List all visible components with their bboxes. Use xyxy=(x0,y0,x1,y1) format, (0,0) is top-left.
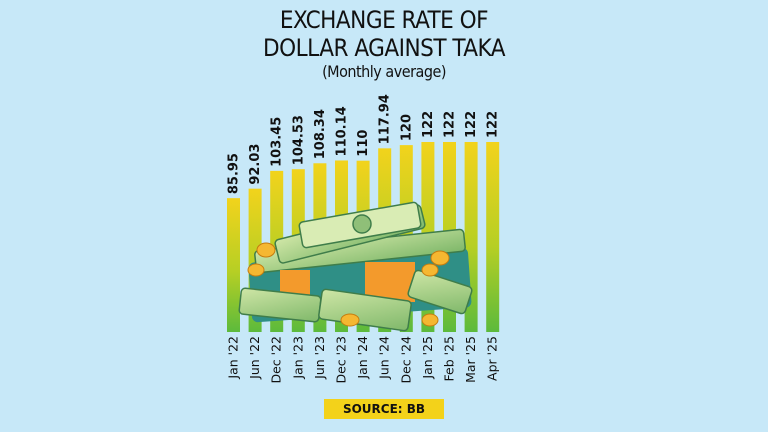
bar-value-label: 110.14 xyxy=(335,106,350,156)
bar-value-label: 92.03 xyxy=(248,144,263,185)
category-label: Jan '22 xyxy=(226,336,241,380)
bar-value-label: 122 xyxy=(464,111,479,138)
category-label: Mar '25 xyxy=(463,336,478,383)
bar-value-label: 120 xyxy=(399,114,414,141)
bar xyxy=(227,198,240,332)
category-label: Dec '23 xyxy=(334,336,349,384)
bar-value-label: 117.94 xyxy=(378,94,393,144)
category-label: Dec '24 xyxy=(398,336,413,384)
category-label: Jun '22 xyxy=(247,336,262,380)
chart-title-line1: EXCHANGE RATE OF xyxy=(279,6,489,34)
category-label: Jan '23 xyxy=(290,336,305,380)
bar-value-label: 122 xyxy=(421,111,436,138)
bar xyxy=(486,142,500,332)
category-label: Jan '24 xyxy=(355,336,370,380)
category-label: Feb '25 xyxy=(442,336,457,381)
money-stack-icon xyxy=(238,201,473,332)
bar-value-label: 85.95 xyxy=(227,153,242,194)
category-label: Jun '24 xyxy=(377,336,392,380)
category-label: Jan '25 xyxy=(420,336,435,380)
bar-value-label: 108.34 xyxy=(313,109,328,159)
chart-title-line2: DOLLAR AGAINST TAKA xyxy=(262,34,506,62)
bar-value-label: 110 xyxy=(356,130,371,157)
chart-subtitle: (Monthly average) xyxy=(322,62,446,81)
bar-value-label: 122 xyxy=(443,111,458,138)
source-label: SOURCE: BB xyxy=(324,399,444,419)
category-label: Jun '23 xyxy=(312,336,327,380)
category-label: Apr '25 xyxy=(485,336,500,381)
bar-value-label: 104.53 xyxy=(291,115,306,165)
bar-value-label: 103.45 xyxy=(270,117,285,167)
category-label: Dec '22 xyxy=(269,336,284,384)
bar-value-label: 122 xyxy=(486,111,501,138)
